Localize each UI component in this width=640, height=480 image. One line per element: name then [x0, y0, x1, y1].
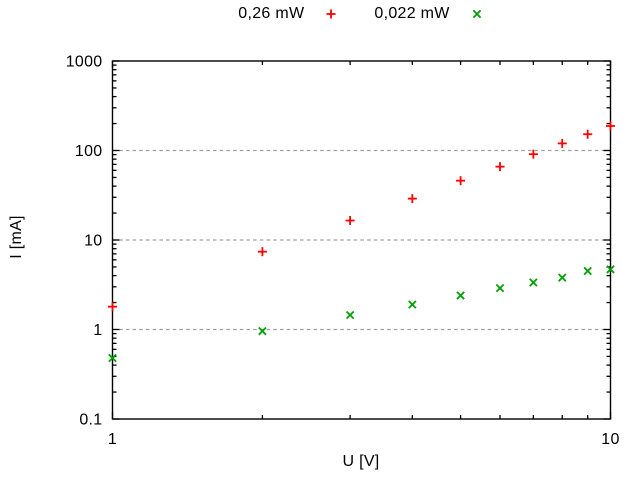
legend-entry-026mw: 0,26 mW [238, 5, 338, 23]
y-tick-label: 100 [75, 143, 103, 160]
series-plus-markers [108, 121, 615, 312]
plus-marker-icon [326, 9, 336, 19]
y-tick-label: 1000 [66, 54, 103, 71]
series-x-markers [108, 265, 615, 363]
x-tick-label: 10 [601, 431, 619, 448]
x-axis-title: U [V] [342, 453, 380, 470]
y-tick-label: 1 [93, 322, 102, 339]
legend-label-026mw: 0,26 mW [238, 5, 305, 22]
y-tick-label: 0.1 [79, 412, 102, 429]
y-tick-label: 10 [84, 233, 102, 250]
legend-label-0022mw: 0,022 mW [374, 5, 450, 22]
x-marker-icon [472, 9, 481, 19]
chart-legend: 0,26 mW 0,022 mW [112, 5, 610, 23]
x-tick-label: 1 [108, 431, 117, 448]
legend-entry-0022mw: 0,022 mW [374, 5, 483, 23]
plot-border [111, 60, 612, 420]
